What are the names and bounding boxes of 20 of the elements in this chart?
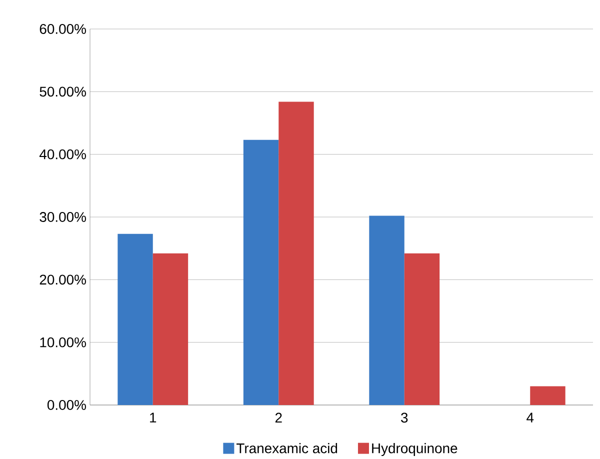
legend-label: Tranexamic acid xyxy=(236,443,338,454)
bar xyxy=(152,253,188,405)
bar xyxy=(369,216,404,405)
y-tick-label: 20.00% xyxy=(40,274,86,285)
bar xyxy=(530,386,566,405)
x-tick-label: 4 xyxy=(526,412,534,422)
legend-label: Hydroquinone xyxy=(372,443,458,456)
y-tick-label: 60.00% xyxy=(40,24,86,34)
bar xyxy=(118,234,153,405)
y-tick-label: 50.00% xyxy=(40,86,86,97)
y-tick-label: 0.00% xyxy=(47,400,86,410)
bar xyxy=(243,140,279,405)
y-tick-label: 10.00% xyxy=(40,337,86,348)
bar xyxy=(278,102,314,405)
bar xyxy=(404,253,440,405)
x-tick-label: 1 xyxy=(150,412,156,422)
x-tick-label: 2 xyxy=(275,412,282,423)
y-tick-label: 40.00% xyxy=(39,149,86,160)
x-tick-label: 3 xyxy=(401,412,408,423)
y-tick-label: 30.00% xyxy=(40,212,86,222)
